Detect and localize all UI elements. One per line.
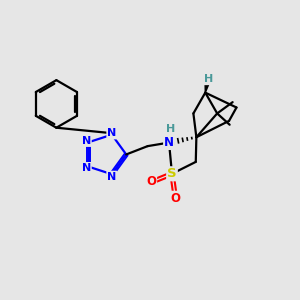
Text: N: N xyxy=(164,136,174,149)
Text: S: S xyxy=(167,167,177,180)
Polygon shape xyxy=(205,80,210,93)
Text: O: O xyxy=(170,192,180,205)
Text: O: O xyxy=(146,175,156,188)
Text: N: N xyxy=(107,172,116,182)
Text: H: H xyxy=(204,74,213,84)
Text: H: H xyxy=(166,124,175,134)
Text: N: N xyxy=(82,136,91,146)
Text: N: N xyxy=(82,163,91,173)
Text: N: N xyxy=(107,128,116,139)
